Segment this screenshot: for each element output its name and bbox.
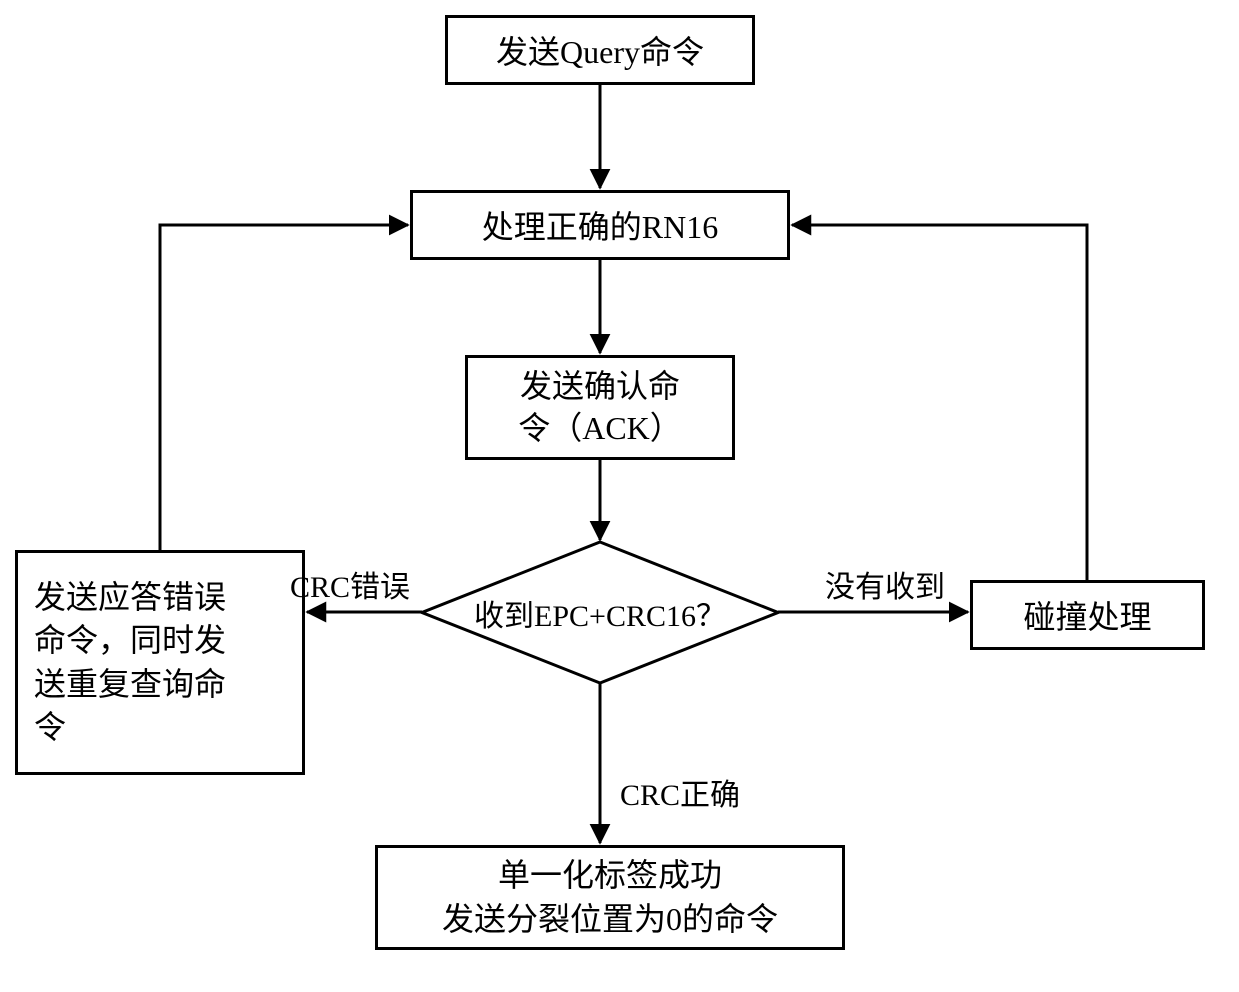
node-process-rn16: 处理正确的RN16 xyxy=(410,190,790,260)
node-label: 发送确认命 令（ACK） xyxy=(518,366,682,449)
node-label: 发送Query命令 xyxy=(496,27,704,73)
node-send-error-repeat: 发送应答错误 命令，同时发 送重复查询命 令 xyxy=(15,550,305,775)
edge-label-crc-correct: CRC正确 xyxy=(620,770,740,814)
node-decision-epc-crc: 收到EPC+CRC16？ xyxy=(420,540,780,685)
edge-label-crc-error: CRC错误 xyxy=(290,562,410,606)
node-send-ack: 发送确认命 令（ACK） xyxy=(465,355,735,460)
edge-n5-n2 xyxy=(160,225,408,550)
node-label: 单一化标签成功 发送分裂位置为0的命令 xyxy=(442,854,778,940)
node-label: 处理正确的RN16 xyxy=(482,202,718,248)
node-collision-handle: 碰撞处理 xyxy=(970,580,1205,650)
node-singulate-success: 单一化标签成功 发送分裂位置为0的命令 xyxy=(375,845,845,950)
node-label: 发送应答错误 命令，同时发 送重复查询命 令 xyxy=(34,576,226,749)
edge-n6-n2 xyxy=(792,225,1087,580)
node-label: 收到EPC+CRC16？ xyxy=(474,591,726,635)
flowchart-arrows xyxy=(0,0,1239,992)
node-send-query: 发送Query命令 xyxy=(445,15,755,85)
edge-label-not-received: 没有收到 xyxy=(825,562,945,606)
node-label: 碰撞处理 xyxy=(1023,592,1151,638)
